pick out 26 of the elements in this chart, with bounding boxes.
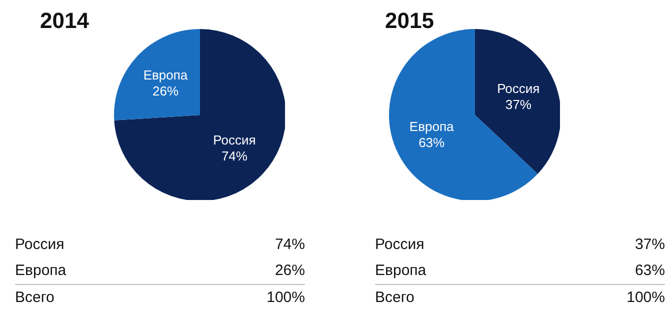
data-label: 63%: [418, 134, 446, 150]
slice-label: Европа: [375, 261, 426, 281]
text: 100%: [626, 288, 665, 308]
data-label: 37%: [505, 97, 532, 112]
category-label: Россия: [375, 236, 424, 253]
pie-slice: [114, 29, 285, 200]
data-label: 74%: [221, 148, 248, 164]
pie-slice: [114, 29, 200, 120]
slice-label: Россия: [213, 132, 256, 148]
text: 63%: [634, 262, 665, 279]
text: 26%: [274, 262, 305, 279]
chart-title: 2015: [385, 8, 434, 34]
pie-slice: [475, 29, 560, 174]
text: 37%: [634, 236, 665, 253]
text: 74%: [274, 236, 305, 253]
chart-title: 2014: [40, 8, 89, 34]
text: 100%: [266, 288, 305, 308]
text: Всего: [375, 288, 414, 308]
slice-label: Россия: [497, 81, 540, 96]
category-label: Россия: [15, 236, 64, 253]
slice-label: Европа: [409, 118, 455, 134]
data-label: 26%: [152, 84, 179, 99]
pie-slice: [389, 29, 538, 200]
slice-label: Европа: [143, 68, 188, 83]
text: Всего: [15, 288, 54, 308]
category-label: Европа: [15, 262, 66, 279]
